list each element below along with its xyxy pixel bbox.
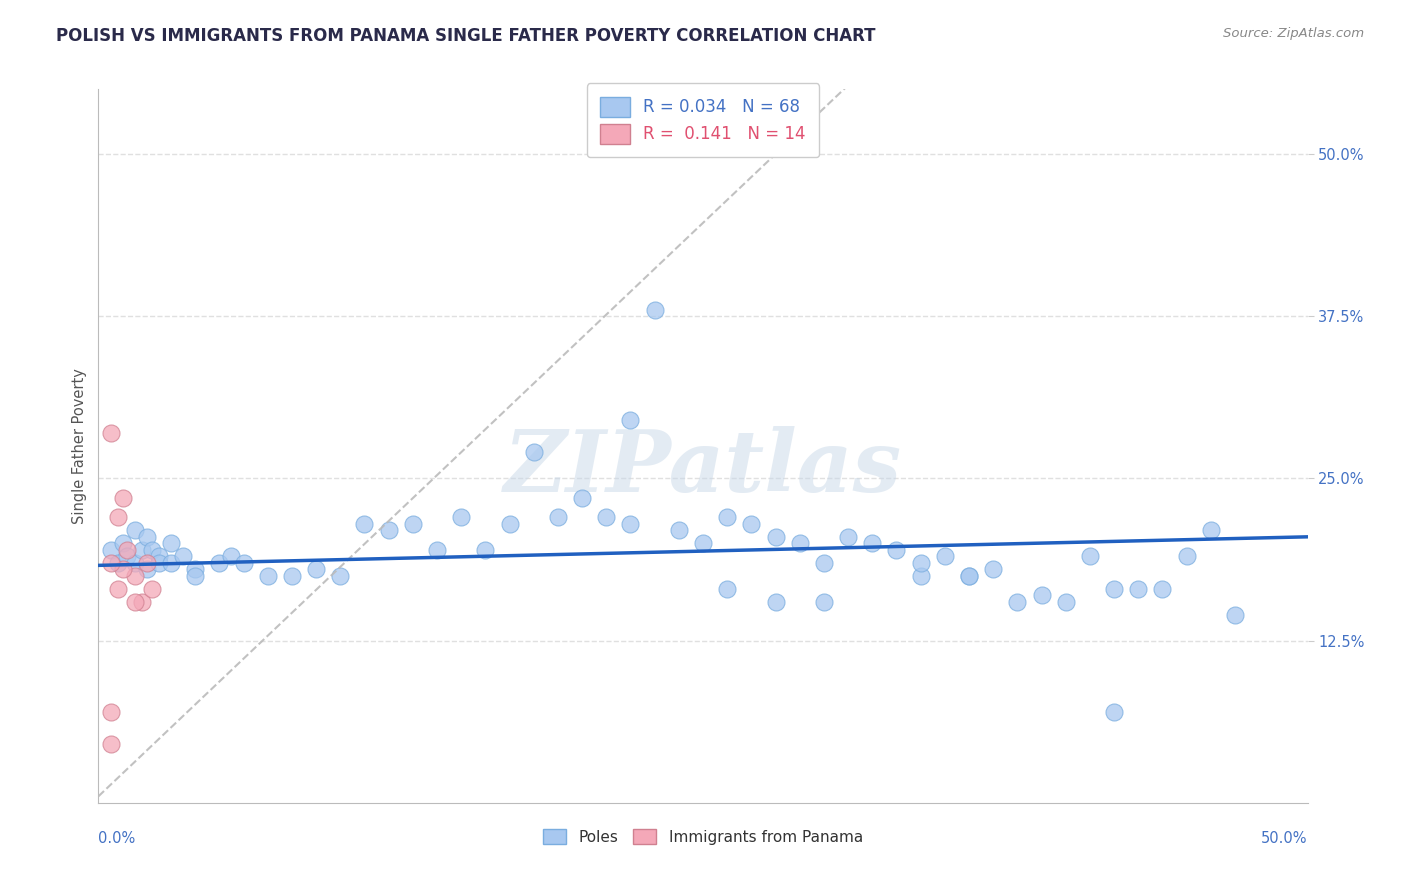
Point [571,491,593,505]
Point [305,562,328,576]
Point [1175,549,1198,564]
Point [141,582,163,596]
Point [148,549,170,564]
Point [160,556,183,570]
Point [644,302,666,317]
Point [668,524,690,538]
Point [1128,582,1150,596]
Point [221,549,243,564]
Point [1152,582,1174,596]
Point [1102,705,1125,719]
Point [353,516,375,531]
Point [1199,524,1222,538]
Point [135,562,157,576]
Point [498,516,520,531]
Point [765,530,787,544]
Y-axis label: Single Father Poverty: Single Father Poverty [72,368,87,524]
Point [117,549,139,564]
Point [716,582,738,596]
Point [100,556,122,570]
Point [107,510,129,524]
Point [377,524,399,538]
Point [111,562,134,576]
Point [957,568,980,582]
Point [281,568,304,582]
Point [474,542,496,557]
Text: ZIPatlas: ZIPatlas [503,425,903,509]
Point [131,542,153,557]
Point [124,556,146,570]
Point [789,536,811,550]
Point [910,556,932,570]
Point [934,549,956,564]
Point [1102,582,1125,596]
Point [860,536,883,550]
Point [184,562,207,576]
Point [100,705,122,719]
Point [402,516,425,531]
Point [124,595,146,609]
Point [107,556,129,570]
Point [208,556,231,570]
Point [619,413,641,427]
Point [124,568,146,582]
Point [619,516,641,531]
Point [160,536,183,550]
Point [957,568,980,582]
Point [765,595,787,609]
Point [1031,588,1053,602]
Text: POLISH VS IMMIGRANTS FROM PANAMA SINGLE FATHER POVERTY CORRELATION CHART: POLISH VS IMMIGRANTS FROM PANAMA SINGLE … [56,27,876,45]
Point [100,542,122,557]
Point [1223,607,1246,622]
Point [107,582,129,596]
Point [135,556,157,570]
Point [1054,595,1077,609]
Point [117,542,139,557]
Point [740,516,762,531]
Point [886,542,908,557]
Point [135,530,157,544]
Point [547,510,569,524]
Point [426,542,449,557]
Point [837,530,859,544]
Point [595,510,617,524]
Point [813,556,835,570]
Point [100,738,122,752]
Point [1078,549,1101,564]
Point [716,510,738,524]
Text: 50.0%: 50.0% [1261,831,1308,847]
Point [450,510,472,524]
Point [256,568,278,582]
Point [100,425,122,440]
Point [692,536,714,550]
Text: 0.0%: 0.0% [98,831,135,847]
Point [1007,595,1029,609]
Text: Source: ZipAtlas.com: Source: ZipAtlas.com [1223,27,1364,40]
Point [232,556,254,570]
Point [184,568,207,582]
Point [523,445,546,459]
Legend: Poles, Immigrants from Panama: Poles, Immigrants from Panama [536,821,870,852]
Point [111,536,134,550]
Point [910,568,932,582]
Point [141,542,163,557]
Point [124,524,146,538]
Point [172,549,194,564]
Point [329,568,352,582]
Point [813,595,835,609]
Point [131,595,153,609]
Point [148,556,170,570]
Point [981,562,1004,576]
Point [111,491,134,505]
